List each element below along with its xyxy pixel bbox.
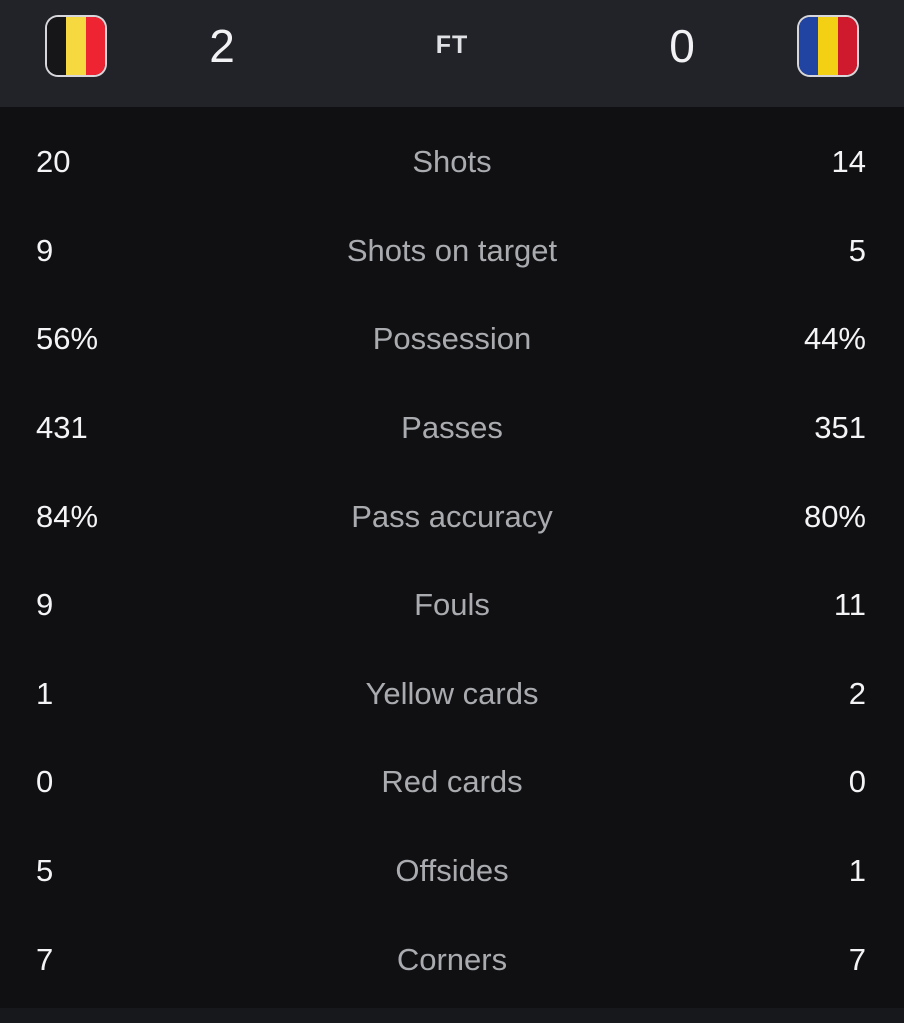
- stat-row: 0 Red cards 0: [0, 738, 904, 827]
- stat-label: Possession: [372, 321, 532, 357]
- away-stat-value: 14: [831, 144, 866, 180]
- flag-stripe: [799, 16, 819, 75]
- stat-label: Passes: [401, 410, 503, 446]
- home-stat-value: 9: [36, 232, 54, 268]
- stat-row: 9 Shots on target 5: [0, 207, 904, 296]
- away-stat-value: 11: [833, 587, 866, 623]
- stat-label: Fouls: [414, 587, 490, 623]
- away-stat-value: 7: [848, 941, 866, 977]
- flag-stripe: [66, 16, 86, 75]
- home-stat-value: 5: [36, 853, 54, 889]
- stat-row: 431 Passes 351: [0, 384, 904, 473]
- scoreboard-header: 2 FT 0: [0, 0, 904, 107]
- stat-label: Shots on target: [346, 232, 558, 268]
- away-stat-value: 1: [848, 853, 866, 889]
- stats-list: 20 Shots 14 9 Shots on target 5 56% Poss…: [0, 107, 904, 1008]
- home-stat-value: 0: [36, 764, 54, 800]
- away-stat-value: 80%: [803, 498, 866, 534]
- home-stat-value: 84%: [36, 498, 99, 534]
- footer-strip: [0, 1008, 904, 1023]
- home-stat-value: 7: [36, 941, 54, 977]
- away-stat-value: 5: [848, 232, 866, 268]
- home-stat-value: 56%: [36, 321, 99, 357]
- stat-row: 9 Fouls 11: [0, 561, 904, 650]
- home-stat-value: 1: [36, 675, 54, 711]
- home-stat-value: 20: [36, 144, 71, 180]
- flag-stripe: [818, 16, 838, 75]
- away-stat-value: 2: [848, 675, 866, 711]
- away-score: 0: [669, 19, 695, 72]
- away-stat-value: 351: [814, 410, 866, 446]
- home-score: 2: [209, 19, 235, 72]
- stat-row: 56% Possession 44%: [0, 295, 904, 384]
- stat-label: Yellow cards: [365, 675, 539, 711]
- stat-label: Shots: [412, 144, 492, 180]
- flag-stripe: [837, 16, 857, 75]
- stat-label: Pass accuracy: [351, 498, 553, 534]
- flag-stripe: [47, 16, 67, 75]
- stat-label: Corners: [396, 941, 508, 977]
- stat-label: Red cards: [381, 764, 523, 800]
- stat-row: 7 Corners 7: [0, 915, 904, 1004]
- away-stat-value: 0: [848, 764, 866, 800]
- away-stat-value: 44%: [803, 321, 866, 357]
- match-status-badge: FT: [435, 31, 469, 59]
- stat-row: 84% Pass accuracy 80%: [0, 472, 904, 561]
- stat-row: 1 Yellow cards 2: [0, 650, 904, 739]
- flag-stripe: [85, 16, 105, 75]
- stat-label: Offsides: [395, 853, 509, 889]
- away-team-flag-romania: [797, 14, 859, 77]
- home-stat-value: 431: [36, 410, 88, 446]
- home-stat-value: 9: [36, 587, 54, 623]
- stat-row: 5 Offsides 1: [0, 827, 904, 916]
- home-team-flag-belgium: [45, 14, 107, 77]
- stat-row: 20 Shots 14: [0, 118, 904, 207]
